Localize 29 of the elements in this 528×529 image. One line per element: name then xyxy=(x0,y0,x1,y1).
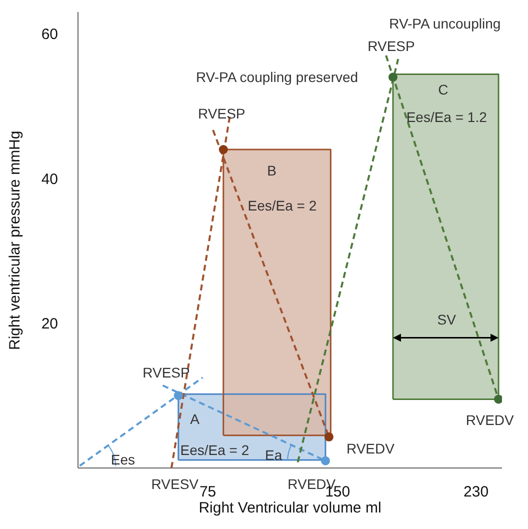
annotation: Ees/Ea = 2 xyxy=(180,442,250,458)
annotation: RV-PA coupling preserved xyxy=(196,69,358,86)
y-tick-label: 20 xyxy=(41,316,58,333)
annotation: Ea xyxy=(264,446,282,463)
annotation: A xyxy=(190,410,200,427)
point xyxy=(388,72,398,82)
annotation: RVEDV xyxy=(466,412,515,428)
annotation: RVESP xyxy=(142,364,190,380)
point xyxy=(174,391,183,400)
point xyxy=(324,432,334,442)
y-tick-label: 40 xyxy=(41,170,58,188)
y-tick-label: 60 xyxy=(41,26,58,44)
x-tick-label: 230 xyxy=(464,484,489,501)
point xyxy=(494,394,502,404)
annotation: Ees/Ea = 2 xyxy=(248,197,317,214)
annotation: SV xyxy=(437,312,457,328)
annotation: Ees/Ea = 1.2 xyxy=(406,108,488,125)
annotation: RVESP xyxy=(368,38,415,54)
y-axis-title: Right ventricular pressure mmHg xyxy=(6,130,24,350)
point xyxy=(320,456,330,466)
annotation: B xyxy=(267,162,276,179)
annotation: RVEDV xyxy=(346,440,396,456)
x-tick-label: 75 xyxy=(199,484,216,501)
annotation: RVESP xyxy=(198,105,246,122)
annotation: C xyxy=(438,81,448,98)
annotation: RV-PA uncoupling xyxy=(389,16,501,32)
x-axis-title: Right Ventricular volume ml xyxy=(198,500,382,517)
point xyxy=(218,145,228,154)
text: RVESV xyxy=(151,476,200,492)
